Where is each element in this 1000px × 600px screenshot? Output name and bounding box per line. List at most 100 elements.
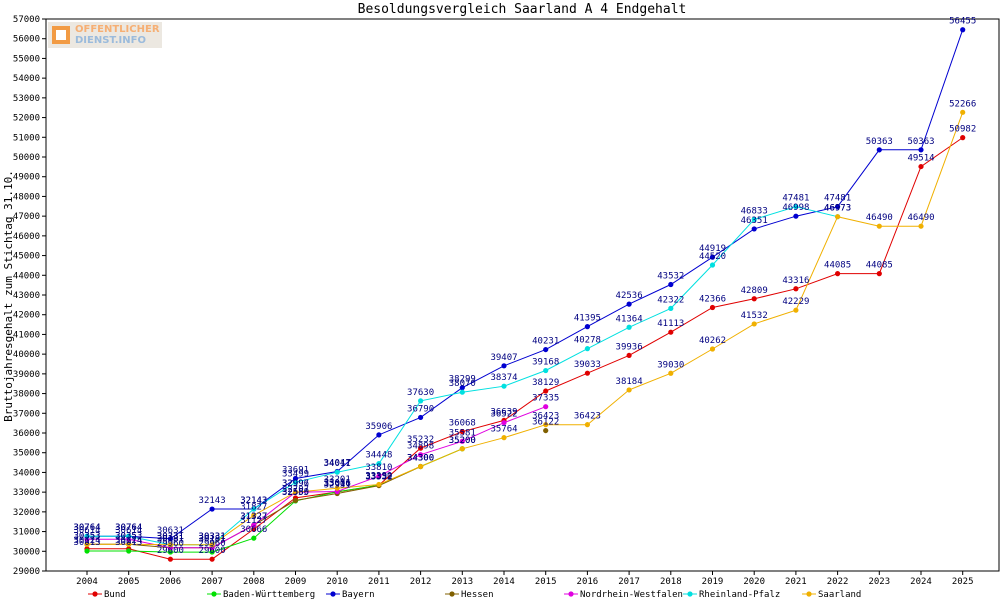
data-label-rheinland-pfalz: 42322 (657, 295, 684, 305)
data-point-bund (543, 388, 549, 394)
data-point-bayern (960, 27, 966, 33)
data-label-hessen: 32580 (282, 487, 309, 497)
data-label-saarland: 36423 (574, 412, 601, 422)
x-tick-label: 2006 (160, 577, 182, 587)
data-label-bayern: 46351 (741, 216, 768, 226)
data-label-rheinland-pfalz: 46833 (741, 206, 768, 216)
data-label-rheinland-pfalz: 44520 (699, 252, 726, 262)
logo: OFFENTLICHER DIENST.INFO (48, 22, 162, 48)
data-label-bund: 39033 (574, 360, 601, 370)
data-point-baden-w-rttemberg (209, 549, 215, 555)
x-tick-label: 2008 (243, 577, 265, 587)
data-label-saarland: 40262 (699, 336, 726, 346)
data-label-rheinland-pfalz: 34011 (324, 459, 351, 469)
data-point-bayern (626, 301, 632, 307)
data-point-bayern (793, 213, 799, 219)
x-tick-label: 2013 (451, 577, 473, 587)
y-tick-label: 56000 (13, 35, 40, 45)
data-label-hessen: 30353 (115, 531, 142, 541)
data-point-saarland (334, 485, 340, 491)
data-point-bayern (584, 324, 591, 330)
data-label-saarland: 34300 (407, 454, 434, 464)
data-point-baden-w-rttemberg (251, 535, 257, 541)
x-tick-label: 2019 (702, 577, 724, 587)
data-point-saarland (626, 387, 632, 393)
legend-marker-nordrhein-westfalen (568, 591, 574, 597)
data-point-nordrhein-westfalen (376, 473, 382, 479)
legend-marker-saarland (806, 591, 812, 597)
data-label-rheinland-pfalz: 34448 (365, 451, 392, 461)
data-label-bayern: 40231 (532, 337, 559, 347)
x-tick-label: 2025 (952, 577, 974, 587)
y-tick-label: 52000 (13, 114, 40, 124)
data-point-bayern (459, 385, 465, 391)
data-label-bayern: 44919 (699, 244, 726, 254)
data-label-rheinland-pfalz: 40278 (574, 336, 601, 346)
legend-label-baden-w-rttemberg: Baden-Württemberg (223, 590, 315, 600)
x-tick-label: 2011 (368, 577, 390, 587)
data-point-bund (626, 352, 632, 359)
x-tick-label: 2022 (827, 577, 849, 587)
data-point-bayern (918, 147, 924, 153)
data-point-hessen (543, 427, 549, 434)
data-point-bund (209, 556, 215, 562)
data-point-bund (418, 445, 424, 451)
data-label-bund: 39936 (616, 342, 643, 352)
data-label-bund: 44085 (866, 261, 893, 271)
data-label-bund: 35232 (407, 435, 434, 445)
y-tick-label: 32000 (13, 508, 40, 518)
data-label-baden-w-rttemberg: 29960 (199, 539, 226, 549)
data-label-bayern: 39407 (490, 353, 517, 363)
data-point-saarland (459, 446, 465, 452)
data-label-hessen: 30353 (73, 531, 100, 541)
data-point-saarland (84, 541, 90, 547)
data-point-bayern (668, 281, 674, 288)
data-label-bayern: 50363 (907, 137, 934, 147)
data-label-bayern: 41395 (574, 314, 601, 324)
data-point-bund (584, 370, 591, 376)
data-point-bayern (418, 414, 424, 421)
data-label-nordrhein-westfalen: 30181 (157, 535, 184, 545)
axes: 29000 30000 31000 32000 33000 34000 35000 36000… (13, 15, 974, 587)
data-label-rheinland-pfalz: 47481 (782, 194, 809, 204)
data-point-rheinland-pfalz (543, 367, 549, 374)
data-point-nordrhein-westfalen (418, 452, 424, 458)
legend-marker-hessen (449, 591, 455, 597)
data-point-bayern (209, 506, 215, 512)
data-point-saarland (668, 370, 674, 376)
y-tick-label: 36000 (13, 429, 40, 439)
data-point-rheinland-pfalz (376, 460, 382, 467)
data-label-rheinland-pfalz: 30331 (199, 532, 226, 542)
data-label-bayern: 34047 (324, 459, 351, 469)
data-label-nordrhein-westfalen: 35581 (449, 428, 476, 438)
data-point-bund (751, 296, 757, 302)
y-tick-label: 54000 (13, 74, 40, 84)
data-label-saarland: 31827 (240, 502, 267, 512)
data-point-bayern (876, 147, 882, 153)
data-label-bund: 49514 (907, 154, 934, 164)
series-line-bund (87, 137, 963, 560)
x-tick-label: 2012 (410, 577, 432, 587)
data-point-rheinland-pfalz (251, 506, 257, 512)
data-labels: 30124 30124 29600 29600 31127 32707 33006 33352… (73, 17, 976, 556)
data-point-rheinland-pfalz (709, 262, 716, 268)
series-line-saarland (87, 112, 964, 546)
x-tick-label: 2004 (76, 577, 98, 587)
data-label-saarland: 41532 (741, 311, 768, 321)
data-label-bayern: 30764 (73, 523, 100, 533)
data-point-baden-w-rttemberg (84, 548, 90, 554)
data-point-bund (709, 304, 716, 311)
data-label-baden-w-rttemberg: 30013 (115, 538, 142, 548)
data-label-bund: 36068 (449, 419, 476, 429)
logo-icon (52, 26, 70, 44)
data-label-nordrhein-westfalen: 30614 (115, 526, 142, 536)
data-point-bayern (376, 432, 382, 438)
data-label-hessen: 30181 (157, 535, 184, 545)
series-line-nordrhein-westfalen (87, 406, 546, 549)
data-label-rheinland-pfalz: 30764 (115, 523, 142, 533)
data-label-bund: 33352 (365, 472, 392, 482)
data-point-rheinland-pfalz (292, 479, 299, 485)
x-tick-label: 2016 (577, 577, 599, 587)
x-tick-label: 2020 (743, 577, 765, 587)
data-point-bund (793, 286, 799, 292)
